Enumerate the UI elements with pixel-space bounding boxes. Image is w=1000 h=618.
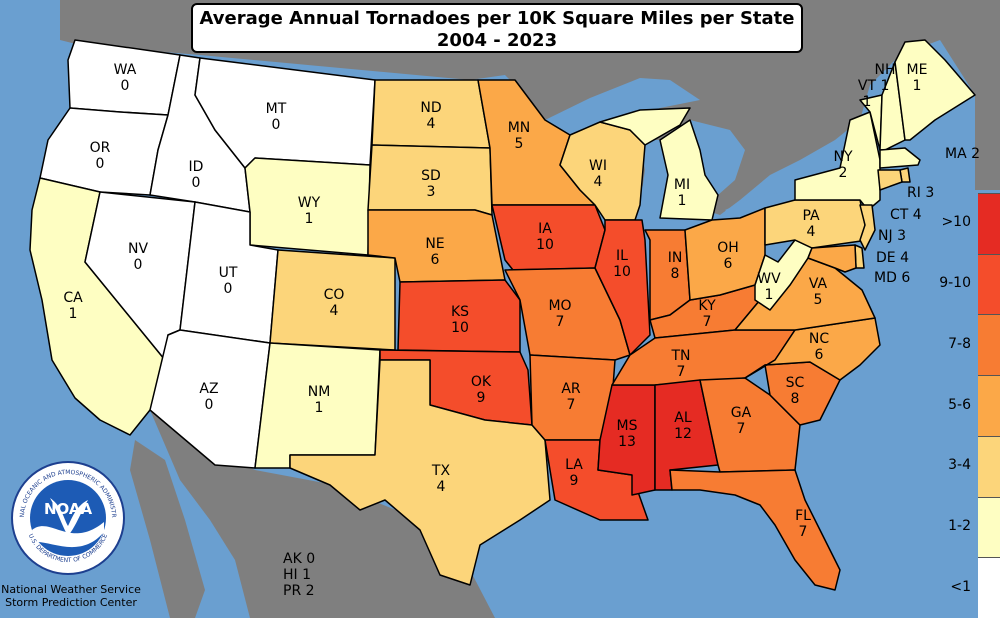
legend-colorbar [978,193,1000,618]
label-UT: UT 0 [218,265,238,297]
title-box: Average Annual Tornadoes per 10K Square … [191,3,803,53]
label-ND: ND 4 [420,100,442,132]
label-MI: MI 1 [673,177,691,209]
label-AR: AR 7 [561,381,581,413]
map-title: Average Annual Tornadoes per 10K Square … [199,8,795,29]
label-MD: MD 6 [874,270,911,286]
label-ME: ME 1 [906,62,928,94]
label-NM: NM 1 [307,384,331,416]
label-CO: CO 4 [323,287,345,319]
label-NC: NC 6 [808,331,830,363]
state-ME [894,39,976,141]
states-layer [29,39,976,591]
legend-label: 3-4 [948,457,971,474]
legend-swatch [978,193,1000,254]
label-ID: ID 0 [188,159,204,191]
legend-label: 5-6 [948,396,971,413]
label-OK: OK 9 [470,374,492,406]
lake-erie [725,192,790,218]
label-NY: NY 2 [833,149,853,181]
label-CT: CT 4 [890,207,922,223]
legend-label: 1-2 [948,517,971,534]
legend-label: 7-8 [948,335,971,352]
label-SC: SC 8 [785,375,805,407]
label-NJ: NJ 3 [878,228,906,244]
lake-huron [690,120,745,195]
label-MN: MN 5 [507,120,531,152]
label-MO: MO 7 [548,298,572,330]
label-AZ: AZ 0 [199,381,219,413]
state-TX [289,359,551,586]
legend-label: <1 [950,578,971,595]
label-DE: DE 4 [876,250,910,266]
label-WI: WI 4 [589,158,607,190]
label-PA: PA 4 [802,208,820,240]
canada-land [60,0,1000,215]
label-WA: WA 0 [113,62,137,94]
label-OR: OR 0 [89,140,111,172]
label-VA: VA 5 [808,276,828,308]
legend-swatch [978,253,1000,315]
state-NJ [859,204,876,251]
label-KY: KY 7 [698,298,716,330]
legend-swatch [978,496,1000,558]
credit-line2: Storm Prediction Center [5,596,137,609]
territory-AK: AK 0 [283,551,316,567]
label-IN: IN 8 [667,250,683,282]
credit: National Weather Service Storm Predictio… [0,583,142,609]
state-CT [877,169,903,191]
state-MI [599,107,719,221]
noaa-logo: NOAA NATIONAL OCEANIC AND ATMOSPHERIC AD… [10,460,125,575]
label-TX: TX 4 [431,463,451,495]
noaa-logo-name: NOAA [44,500,93,518]
label-IL: IL 10 [613,248,631,280]
label-VT: VT 1 [857,78,877,110]
legend-label: 9-10 [939,275,971,292]
label-SD: SD 3 [421,168,441,200]
label-WY: WY 1 [297,195,321,227]
label-CA: CA 1 [63,290,83,322]
territory-PR: PR 2 [283,583,315,599]
label-NE: NE 6 [425,236,445,268]
baja-land [130,440,205,618]
label-MA: MA 2 [945,146,981,162]
label-TN: TN 7 [671,348,691,380]
lake-michigan [640,140,668,225]
state-KS [397,279,521,353]
label-WV: WV 1 [757,271,781,303]
label-NH: NH 1 [874,62,896,94]
label-NV: NV 0 [127,241,149,273]
label-MT: MT 0 [265,101,287,133]
state-WI [559,121,646,221]
state-GA [699,377,801,473]
credit-line1: National Weather Service [1,583,141,596]
label-KS: KS 10 [450,304,470,336]
map-subtitle: 2004 - 2023 [436,30,558,51]
label-OH: OH 6 [717,240,739,272]
legend-swatch [978,314,1000,376]
label-MS: MS 13 [616,418,638,450]
state-MA [879,147,921,169]
territories-list: AK 0 HI 1 PR 2 [283,551,315,599]
label-LA: LA 9 [565,457,583,489]
lake-ontario [790,160,840,180]
legend-swatch [978,375,1000,436]
territory-HI: HI 1 [283,567,312,583]
label-RI: RI 3 [907,185,935,201]
state-FL [669,469,841,591]
legend-label: >10 [941,214,971,231]
label-AL: AL 12 [674,410,692,442]
state-MD [807,244,857,273]
lake-superior [545,78,700,135]
state-NC [744,317,881,381]
label-IA: IA 10 [536,221,554,253]
label-GA: GA 7 [730,405,752,437]
label-FL: FL 7 [795,508,811,540]
legend-swatch [978,435,1000,497]
state-NH [879,61,906,151]
legend-swatch [978,557,1000,618]
